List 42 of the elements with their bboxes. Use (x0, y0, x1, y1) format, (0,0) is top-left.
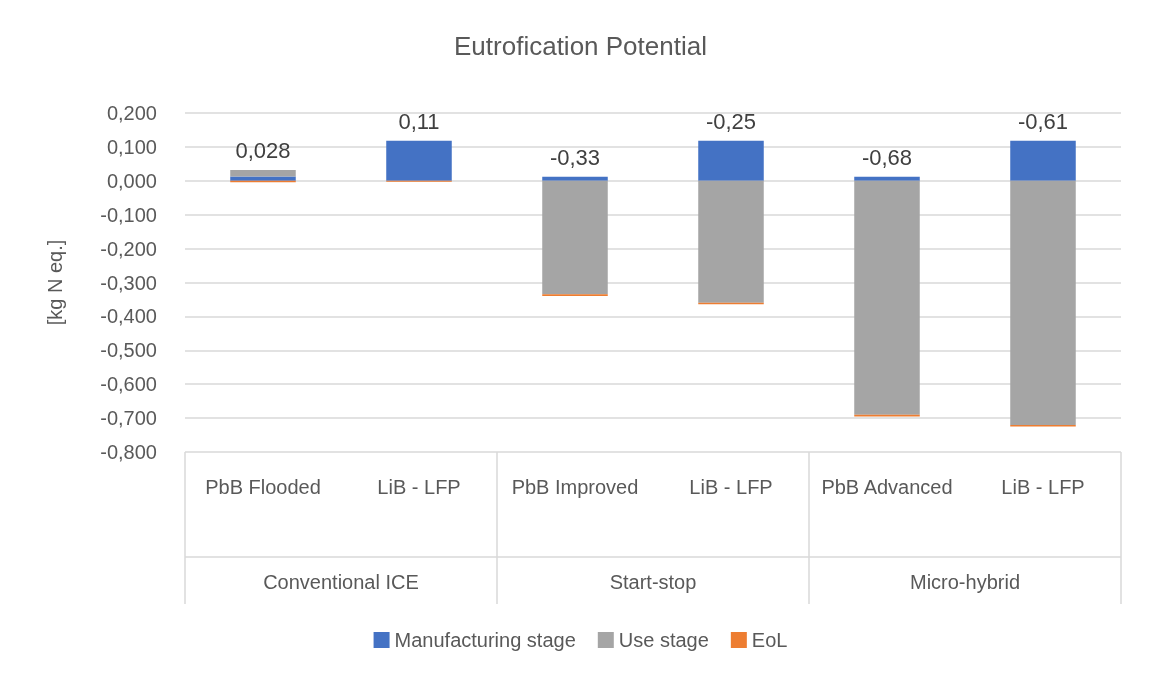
bar (698, 140, 764, 181)
legend-label: Use stage (618, 629, 709, 651)
total-label: -0,33 (549, 145, 601, 171)
bar (1010, 140, 1076, 181)
total-label: 0,028 (235, 138, 291, 164)
bar (854, 176, 920, 181)
text: Micro-hybrid (909, 571, 1021, 593)
x-tick-label: LiB - LFP (1001, 476, 1085, 498)
y-tick-label: -0,500 (100, 339, 157, 362)
y-tick-label: 0,000 (106, 169, 157, 192)
y-tick-label: -0,800 (100, 441, 157, 463)
x-tick-label: PbB Flooded (205, 476, 321, 498)
x-tick-label: PbB Advanced (821, 476, 953, 498)
y-tick-label: -0,100 (100, 203, 157, 226)
y-tick-label: -0,400 (100, 305, 157, 328)
chart-title: Eutrofication Potential (454, 31, 707, 61)
legend-label: EoL (751, 629, 788, 651)
bar (854, 180, 920, 415)
x-tick-label: PbB Improved (511, 476, 639, 498)
y-tick-label: 0,200 (106, 102, 157, 124)
y-tick-label: -0,200 (100, 237, 157, 260)
bar (542, 176, 608, 181)
legend-label: Manufacturing stage (394, 629, 576, 651)
total-label: -0,25 (705, 109, 757, 135)
y-axis-title: [kg N eq.] (44, 239, 66, 326)
bar (542, 180, 608, 295)
bar (230, 169, 296, 177)
y-tick-label: -0,300 (100, 271, 157, 294)
total-label: 0,11 (398, 109, 440, 135)
text: Conventional ICE (263, 571, 419, 593)
y-tick-label: -0,600 (100, 373, 157, 396)
y-tick-label: 0,100 (106, 135, 157, 158)
y-tick-label: -0,700 (100, 407, 157, 430)
text: Start-stop (609, 571, 697, 593)
bar (698, 180, 764, 303)
bar (386, 140, 452, 181)
total-label: -0,61 (1017, 109, 1069, 135)
bar (1010, 180, 1076, 425)
total-label: -0,68 (861, 145, 913, 171)
x-tick-label: LiB - LFP (377, 476, 461, 498)
bar (230, 176, 296, 181)
x-tick-label: LiB - LFP (689, 476, 773, 498)
